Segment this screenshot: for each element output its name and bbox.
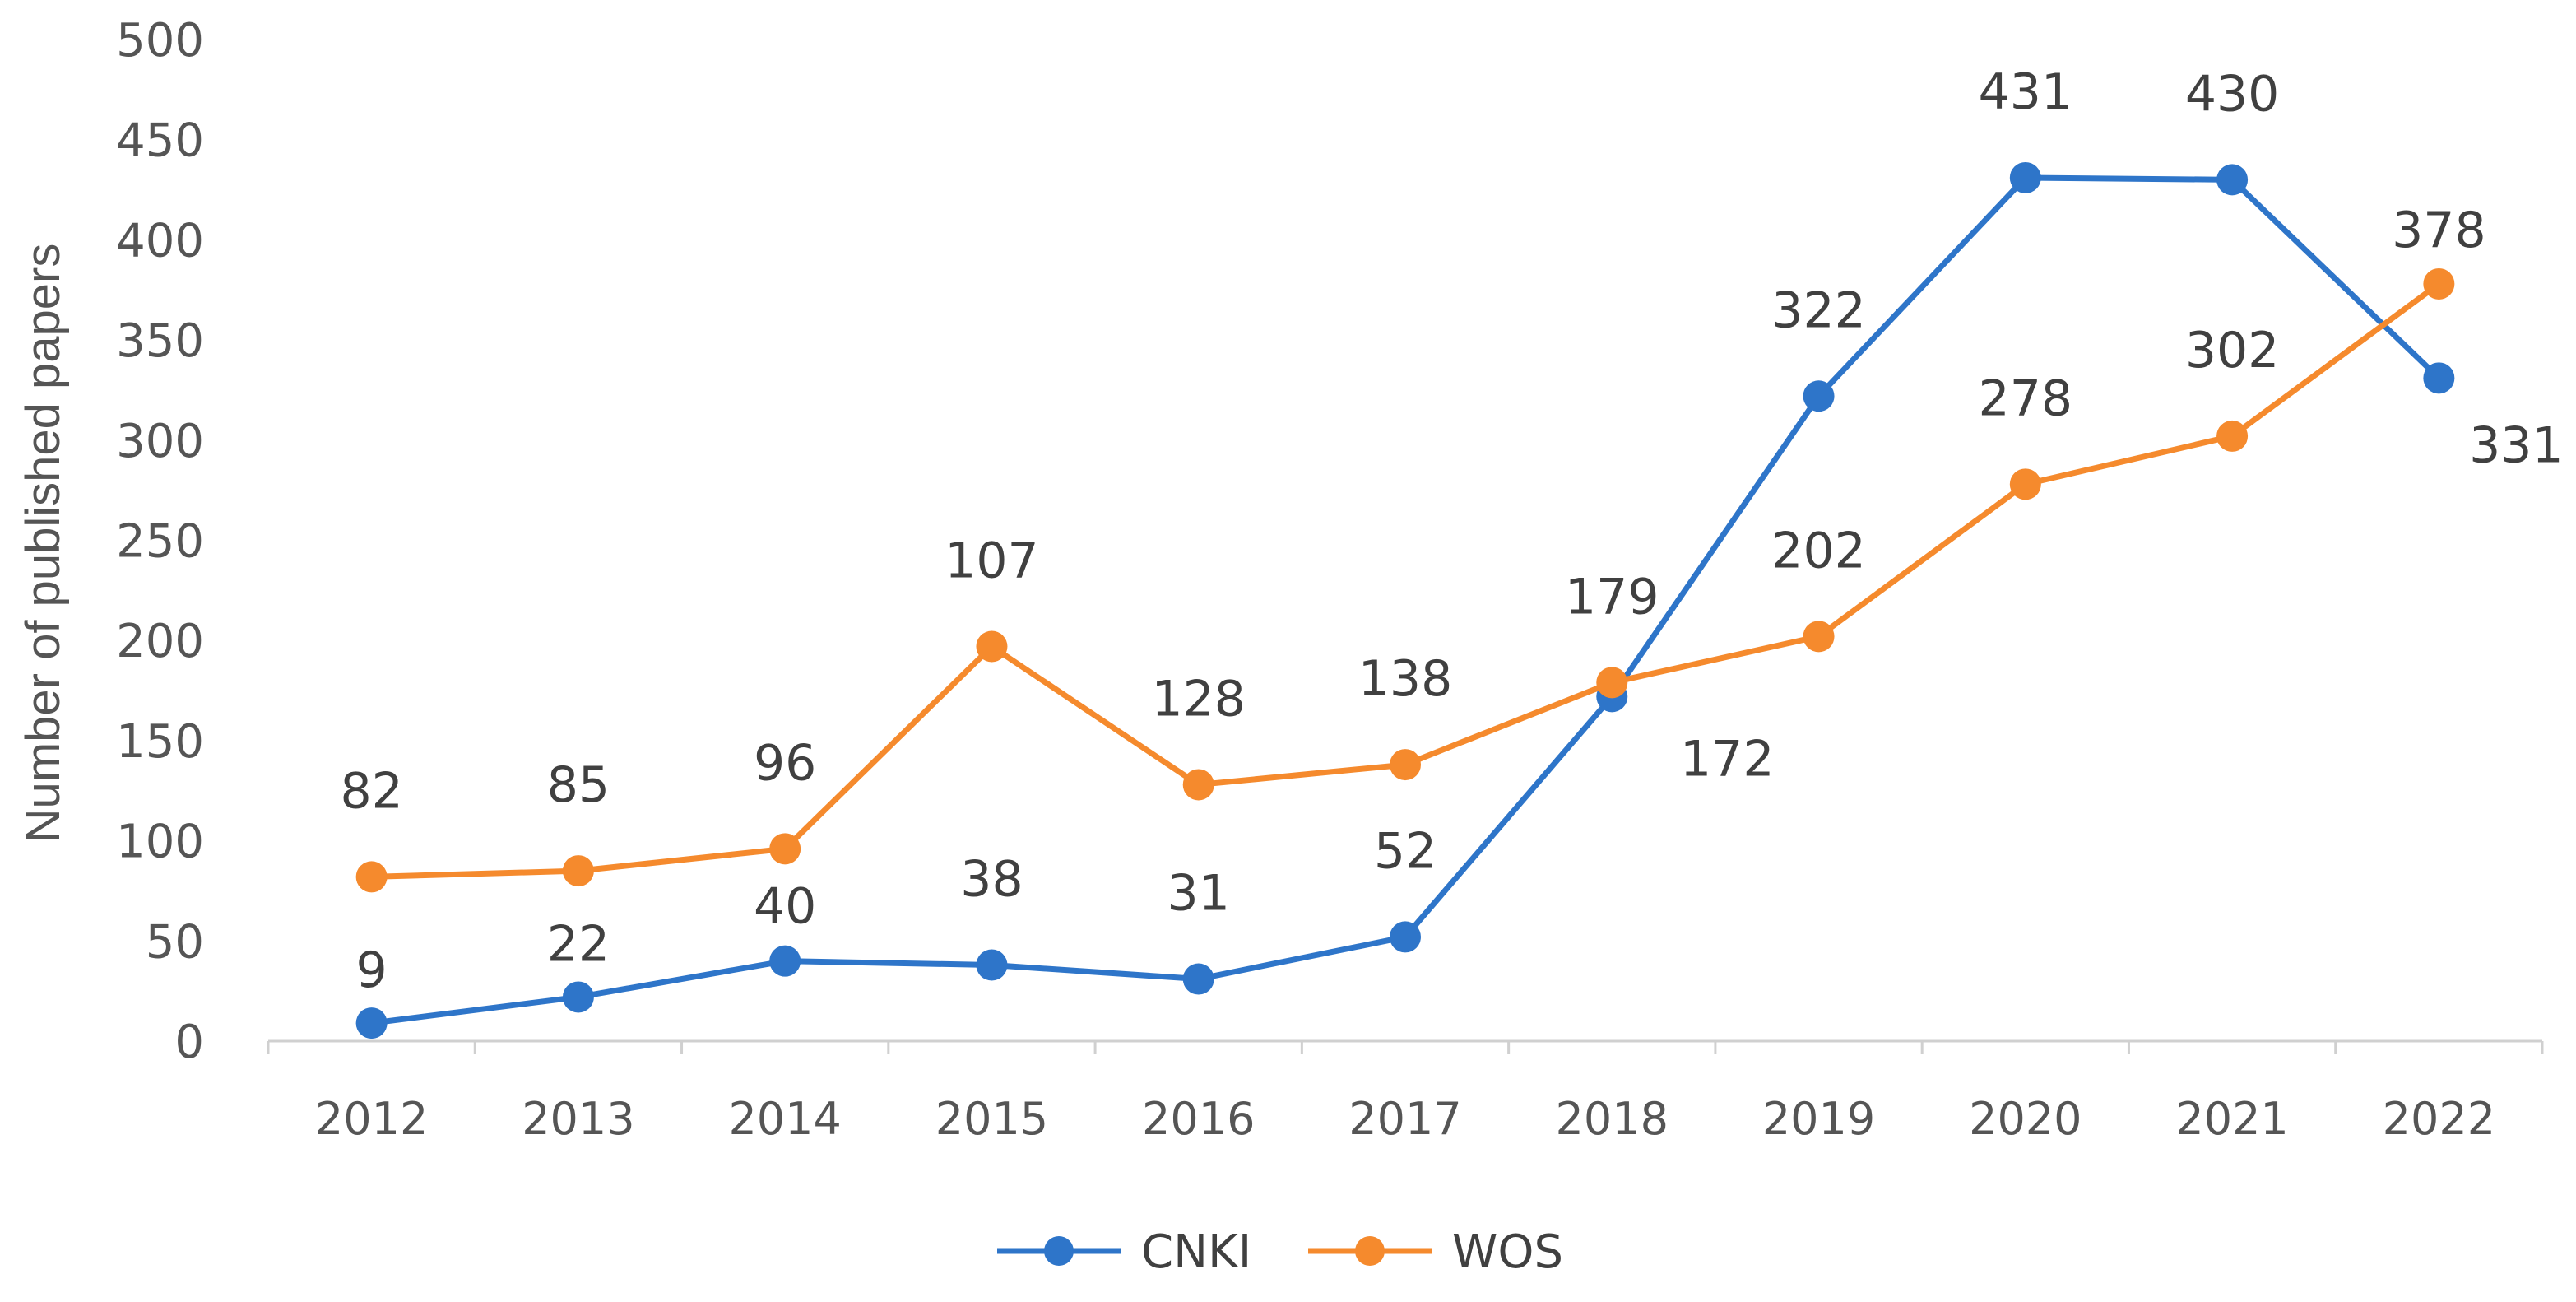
- data-point-cnki: [976, 949, 1008, 981]
- data-point-wos: [769, 833, 801, 865]
- data-label-wos: 278: [1979, 370, 2073, 427]
- x-tick-label: 2017: [1348, 1093, 1461, 1145]
- y-tick-label: 100: [116, 816, 204, 869]
- data-label-cnki: 22: [547, 915, 610, 973]
- data-label-wos: 107: [945, 532, 1039, 590]
- data-label-wos: 138: [1358, 650, 1453, 708]
- y-tick-label: 200: [116, 615, 204, 668]
- series-wos: [355, 267, 2455, 893]
- x-tick-label: 2013: [522, 1093, 634, 1145]
- y-tick-label: 300: [116, 415, 204, 468]
- y-tick-label: 400: [116, 214, 204, 267]
- x-tick-label: 2014: [728, 1093, 841, 1145]
- legend-marker: [1355, 1236, 1385, 1266]
- legend-label: WOS: [1452, 1225, 1563, 1279]
- legend-item-wos: WOS: [1308, 1225, 1563, 1279]
- data-point-wos: [1182, 769, 1214, 801]
- series-line-cnki: [371, 174, 2441, 1026]
- data-point-cnki: [355, 1007, 388, 1039]
- data-point-wos: [976, 630, 1008, 663]
- data-label-cnki: 52: [1374, 822, 1437, 880]
- data-label-cnki: 431: [1979, 63, 2073, 121]
- legend-marker: [1044, 1236, 1074, 1266]
- data-label-cnki: 172: [1680, 730, 1775, 788]
- data-point-wos: [2216, 420, 2249, 452]
- legend-label: CNKI: [1141, 1225, 1251, 1279]
- data-point-cnki: [1182, 963, 1214, 995]
- x-tick-label: 2021: [2175, 1093, 2288, 1145]
- data-label-wos: 82: [340, 762, 402, 820]
- data-label-cnki: 9: [356, 942, 388, 999]
- x-tick-label: 2020: [1969, 1093, 2082, 1145]
- data-point-cnki: [2216, 164, 2249, 196]
- data-point-wos: [2423, 267, 2455, 300]
- data-point-cnki: [2009, 161, 2041, 193]
- x-tick-label: 2022: [2383, 1093, 2495, 1145]
- y-tick-label: 150: [116, 715, 204, 769]
- data-label-wos: 202: [1771, 522, 1866, 579]
- data-label-cnki: 40: [754, 878, 816, 936]
- data-label-cnki: 38: [960, 851, 1023, 909]
- y-tick-label: 0: [174, 1016, 204, 1069]
- data-label-wos: 96: [754, 734, 816, 792]
- y-tick-label: 500: [116, 14, 204, 67]
- y-tick-label: 450: [116, 114, 204, 168]
- data-point-wos: [562, 855, 594, 887]
- y-axis-ticks: 0 50 100 150 200 250 300 350 400 450 500: [116, 14, 204, 1069]
- y-tick-label: 250: [116, 515, 204, 569]
- data-label-wos: 302: [2185, 322, 2280, 379]
- data-label-wos: 85: [547, 756, 610, 814]
- data-point-cnki: [1803, 380, 1835, 412]
- x-axis-ticks: 2012 2013 2014 2015 2016 2017 2018 2019 2020 2021…: [315, 1093, 2495, 1145]
- data-labels: 9 22 40 38 31 52 172 322 431 430 331 82 85 96 107 128 13…: [340, 63, 2563, 999]
- x-tick-label: 2012: [315, 1093, 428, 1145]
- data-point-cnki: [1390, 921, 1421, 953]
- data-point-cnki: [562, 981, 594, 1013]
- y-axis-title: Number of published papers: [16, 244, 70, 844]
- y-tick-label: 350: [116, 314, 204, 368]
- x-tick-label: 2018: [1556, 1093, 1669, 1145]
- series-line-wos: [371, 281, 2441, 880]
- data-label-wos: 378: [2392, 202, 2486, 259]
- data-point-wos: [1596, 667, 1628, 699]
- series-cnki: [355, 161, 2455, 1039]
- data-point-cnki: [769, 945, 801, 977]
- data-label-cnki: 31: [1167, 865, 1230, 923]
- legend-item-cnki: CNKI: [997, 1225, 1251, 1279]
- y-tick-label: 50: [146, 915, 204, 969]
- data-label-cnki: 331: [2469, 416, 2564, 474]
- x-tick-label: 2015: [935, 1093, 1048, 1145]
- data-point-wos: [355, 861, 388, 893]
- x-tick-label: 2019: [1762, 1093, 1875, 1145]
- data-point-wos: [2009, 468, 2041, 500]
- data-point-wos: [1390, 749, 1421, 781]
- data-label-wos: 179: [1565, 568, 1659, 625]
- x-tick-label: 2016: [1142, 1093, 1255, 1145]
- data-point-cnki: [2423, 362, 2455, 394]
- data-label-cnki: 322: [1771, 281, 1866, 339]
- series-layer: [355, 161, 2455, 1039]
- data-label-cnki: 430: [2185, 65, 2280, 123]
- legend: CNKI WOS: [997, 1225, 1563, 1279]
- data-point-wos: [1803, 621, 1835, 653]
- axes: [267, 1039, 2544, 1054]
- data-label-wos: 128: [1151, 670, 1246, 728]
